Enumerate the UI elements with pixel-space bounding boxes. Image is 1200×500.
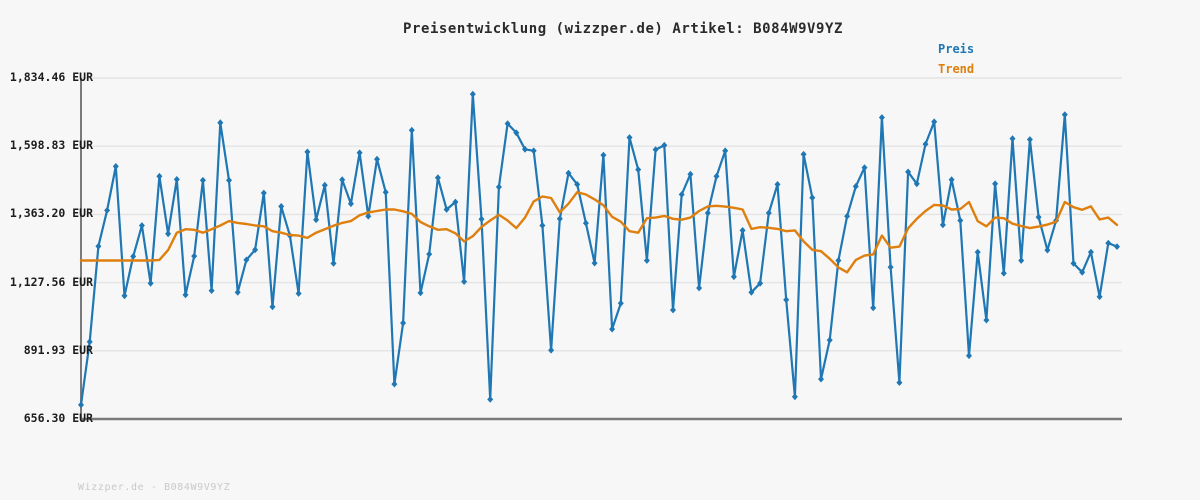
y-tick-label: 1,127.56 EUR — [9, 274, 93, 289]
legend-item-trend: Trend — [938, 62, 975, 76]
watermark: Wizzper.de - B084W9V9YZ — [78, 482, 231, 493]
legend-item-preis: Preis — [938, 42, 975, 56]
preis-line — [79, 92, 1119, 406]
y-tick-label: 1,363.20 EUR — [9, 206, 93, 221]
legend: Preis Trend — [938, 39, 974, 79]
y-tick-label: 1,834.46 EUR — [9, 70, 93, 84]
trend-line — [79, 190, 1119, 274]
y-tick-label: 891.93 EUR — [23, 342, 93, 357]
y-tick-label: 656.30 EUR — [23, 411, 93, 425]
y-tick-label: 1,598.83 EUR — [9, 138, 93, 153]
chart-title: Preisentwicklung (wizzper.de) Artikel: B… — [403, 21, 843, 37]
